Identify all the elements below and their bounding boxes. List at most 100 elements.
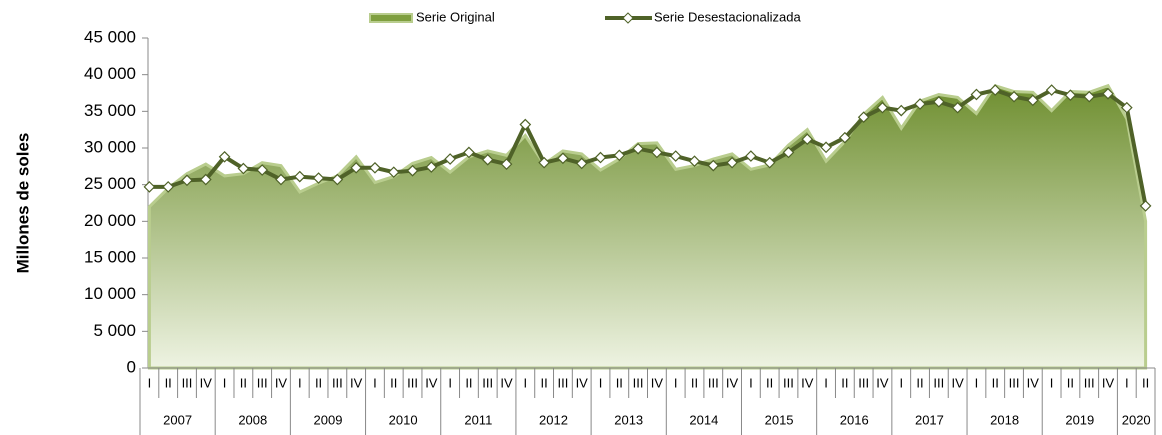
x-tick-label: IV	[726, 375, 739, 390]
marker	[613, 149, 626, 162]
x-tick-label: IV	[801, 375, 814, 390]
x-tick-label: I	[298, 375, 302, 390]
legend-label: Serie Original	[416, 9, 495, 24]
year-label: 2009	[314, 412, 343, 427]
marker	[387, 166, 400, 179]
x-tick-label: IV	[500, 375, 513, 390]
x-tick-label: II	[390, 375, 397, 390]
y-tick-label: 20 000	[84, 211, 136, 230]
marker	[707, 159, 720, 172]
x-tick-label: III	[633, 375, 644, 390]
x-tick-label: III	[933, 375, 944, 390]
x-tick-label: I	[749, 375, 753, 390]
marker	[632, 142, 644, 155]
marker	[914, 98, 926, 110]
area	[147, 83, 1148, 370]
x-tick-label: II	[1067, 375, 1074, 390]
marker	[970, 88, 983, 101]
x-tick-label: II	[541, 375, 548, 390]
marker	[1008, 90, 1020, 103]
marker	[199, 173, 212, 186]
y-tick-label: 35 000	[84, 101, 136, 120]
x-tick-label: I	[1125, 375, 1129, 390]
year-label: 2007	[163, 412, 192, 427]
marker	[557, 152, 569, 165]
marker	[256, 164, 269, 176]
x-tick-label: IV	[425, 375, 438, 390]
marker	[425, 161, 438, 173]
x-tick-label: I	[975, 375, 979, 390]
marker	[1045, 84, 1058, 96]
marker	[594, 151, 607, 164]
x-tick-label: IV	[1027, 375, 1040, 390]
x-tick-label: I	[148, 375, 152, 390]
x-tick-label: III	[858, 375, 869, 390]
year-label: 2020	[1122, 412, 1151, 427]
marker	[839, 131, 851, 144]
year-label: 2016	[840, 412, 869, 427]
marker	[519, 118, 532, 131]
legend-swatch	[369, 13, 413, 23]
y-tick-label: 10 000	[84, 284, 136, 303]
x-tick-label: III	[708, 375, 719, 390]
x-tick-label: II	[841, 375, 848, 390]
marker	[218, 150, 231, 163]
marker	[293, 170, 306, 183]
legend-label: Serie Desestacionalizada	[654, 9, 801, 24]
marker	[331, 173, 344, 186]
year-label: 2012	[539, 412, 568, 427]
marker	[745, 150, 757, 162]
marker	[481, 153, 494, 166]
legend-marker	[622, 12, 634, 24]
marker	[782, 146, 795, 159]
marker	[1120, 101, 1133, 114]
marker	[651, 146, 663, 159]
marker	[932, 95, 945, 108]
x-tick-label: III	[482, 375, 493, 390]
marker	[575, 157, 588, 170]
x-tick-label: IV	[951, 375, 964, 390]
x-tick-label: IV	[1102, 375, 1115, 390]
x-tick-label: II	[1142, 375, 1149, 390]
x-tick-label: II	[691, 375, 698, 390]
year-label: 2017	[915, 412, 944, 427]
x-tick-label: III	[332, 375, 343, 390]
y-tick-label: 25 000	[84, 174, 136, 193]
x-tick-label: I	[524, 375, 528, 390]
marker	[463, 146, 475, 159]
x-tick-label: II	[992, 375, 999, 390]
x-tick-label: II	[465, 375, 472, 390]
marker	[989, 84, 1002, 96]
x-tick-label: III	[407, 375, 418, 390]
x-tick-label: I	[373, 375, 377, 390]
marker	[726, 156, 738, 169]
x-tick-label: I	[1050, 375, 1054, 390]
marker	[1102, 87, 1114, 100]
x-tick-label: IV	[576, 375, 589, 390]
marker	[181, 174, 193, 187]
marker	[895, 104, 908, 117]
x-tick-label: II	[165, 375, 172, 390]
marker	[857, 111, 870, 124]
marker	[369, 161, 381, 174]
marker	[820, 141, 832, 154]
year-label: 2018	[990, 412, 1019, 427]
marker	[500, 158, 513, 170]
x-tick-label: III	[1009, 375, 1020, 390]
y-tick-label: 40 000	[84, 64, 136, 83]
marker	[275, 173, 287, 186]
x-tick-label: III	[557, 375, 568, 390]
x-tick-label: I	[223, 375, 227, 390]
y-tick-label: 30 000	[84, 137, 136, 156]
year-label: 2010	[389, 412, 418, 427]
x-tick-label: IV	[350, 375, 363, 390]
y-tick-label: 0	[127, 357, 136, 376]
marker	[1139, 200, 1152, 212]
marker	[406, 164, 419, 177]
year-label: 2019	[1065, 412, 1094, 427]
marker	[801, 133, 814, 146]
x-tick-label: I	[899, 375, 903, 390]
marker	[1026, 94, 1039, 107]
x-tick-label: II	[616, 375, 623, 390]
year-label: 2011	[464, 412, 492, 427]
